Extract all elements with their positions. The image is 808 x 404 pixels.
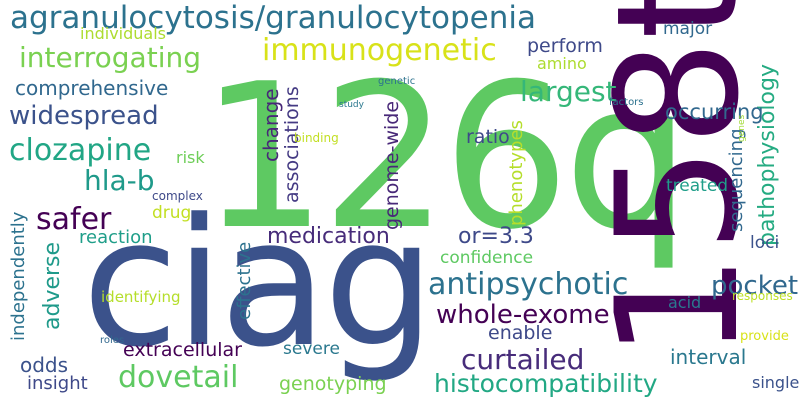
word-histocompatibility: histocompatibility	[434, 369, 658, 398]
word-enable: enable	[488, 322, 553, 344]
word-interval: interval	[670, 345, 747, 369]
word-clozapine: clozapine	[9, 133, 152, 168]
word-largest: largest	[520, 75, 617, 108]
word-curtailed: curtailed	[461, 343, 585, 376]
word-whole-exome: whole-exome	[436, 300, 610, 330]
word-phenotypes: phenotypes	[506, 120, 527, 226]
word-genome-wide: genome-wide	[381, 100, 403, 230]
word-pocket: pocket	[711, 271, 799, 301]
word-confidence: confidence	[440, 248, 534, 268]
word-genotyping: genotyping	[279, 373, 387, 395]
word-binding: binding	[294, 131, 339, 145]
word-pathophysiology: pathophysiology	[755, 64, 780, 246]
word-independently: independently	[8, 211, 29, 341]
word-dovetail: dovetail	[118, 360, 239, 395]
word-extracellular: extracellular	[123, 339, 242, 361]
word-sequencing: sequencing	[726, 128, 747, 233]
word-or-3-3: or=3.3	[458, 224, 534, 249]
word-change: change	[259, 88, 283, 162]
word-insight: insight	[27, 373, 88, 394]
word-identifying: identifying	[101, 288, 181, 306]
word-genes: genes	[737, 114, 747, 142]
word-perform: perform	[527, 35, 603, 57]
word-hla-b: hla-b	[84, 164, 155, 197]
word-major: major	[663, 19, 713, 39]
word-126q: 126q	[200, 41, 691, 274]
word-amino: amino	[537, 54, 587, 73]
word-study: study	[339, 100, 364, 110]
word-immunogenetic: immunogenetic	[262, 33, 497, 68]
word-antipsychotic: antipsychotic	[428, 267, 629, 302]
word-severe: severe	[283, 339, 340, 359]
word-acid: acid	[668, 293, 702, 312]
word-medication: medication	[267, 224, 390, 249]
word-risk: risk	[176, 148, 205, 167]
word-effective: effective	[234, 241, 255, 320]
word-reaction: reaction	[79, 227, 153, 248]
word-responses: responses	[732, 289, 793, 303]
word-genetic: genetic	[378, 76, 416, 87]
word-safer: safer	[36, 202, 112, 237]
word-loci: loci	[750, 233, 780, 253]
word-odds: odds	[20, 353, 69, 377]
word-comprehensive: comprehensive	[15, 76, 169, 100]
word-individuals: individuals	[80, 24, 166, 43]
word-roles: roles	[100, 335, 125, 346]
word-widespread: widespread	[9, 101, 159, 131]
word-drug: drug	[152, 203, 192, 223]
word-interrogating: interrogating	[19, 41, 201, 74]
word-complex: complex	[152, 189, 203, 203]
word-treated: treated	[666, 176, 729, 196]
word-occurring: occurring	[665, 100, 764, 124]
word-provide: provide	[740, 329, 789, 344]
word-single: single	[752, 373, 800, 392]
word-factors: factors	[609, 97, 644, 108]
word-ratio: ratio	[466, 126, 510, 148]
word-adverse: adverse	[40, 241, 65, 330]
word-agranulocytosis-granulocytopenia: agranulocytosis/granulocytopenia	[10, 0, 536, 36]
word-ciag: ciag	[82, 181, 435, 386]
